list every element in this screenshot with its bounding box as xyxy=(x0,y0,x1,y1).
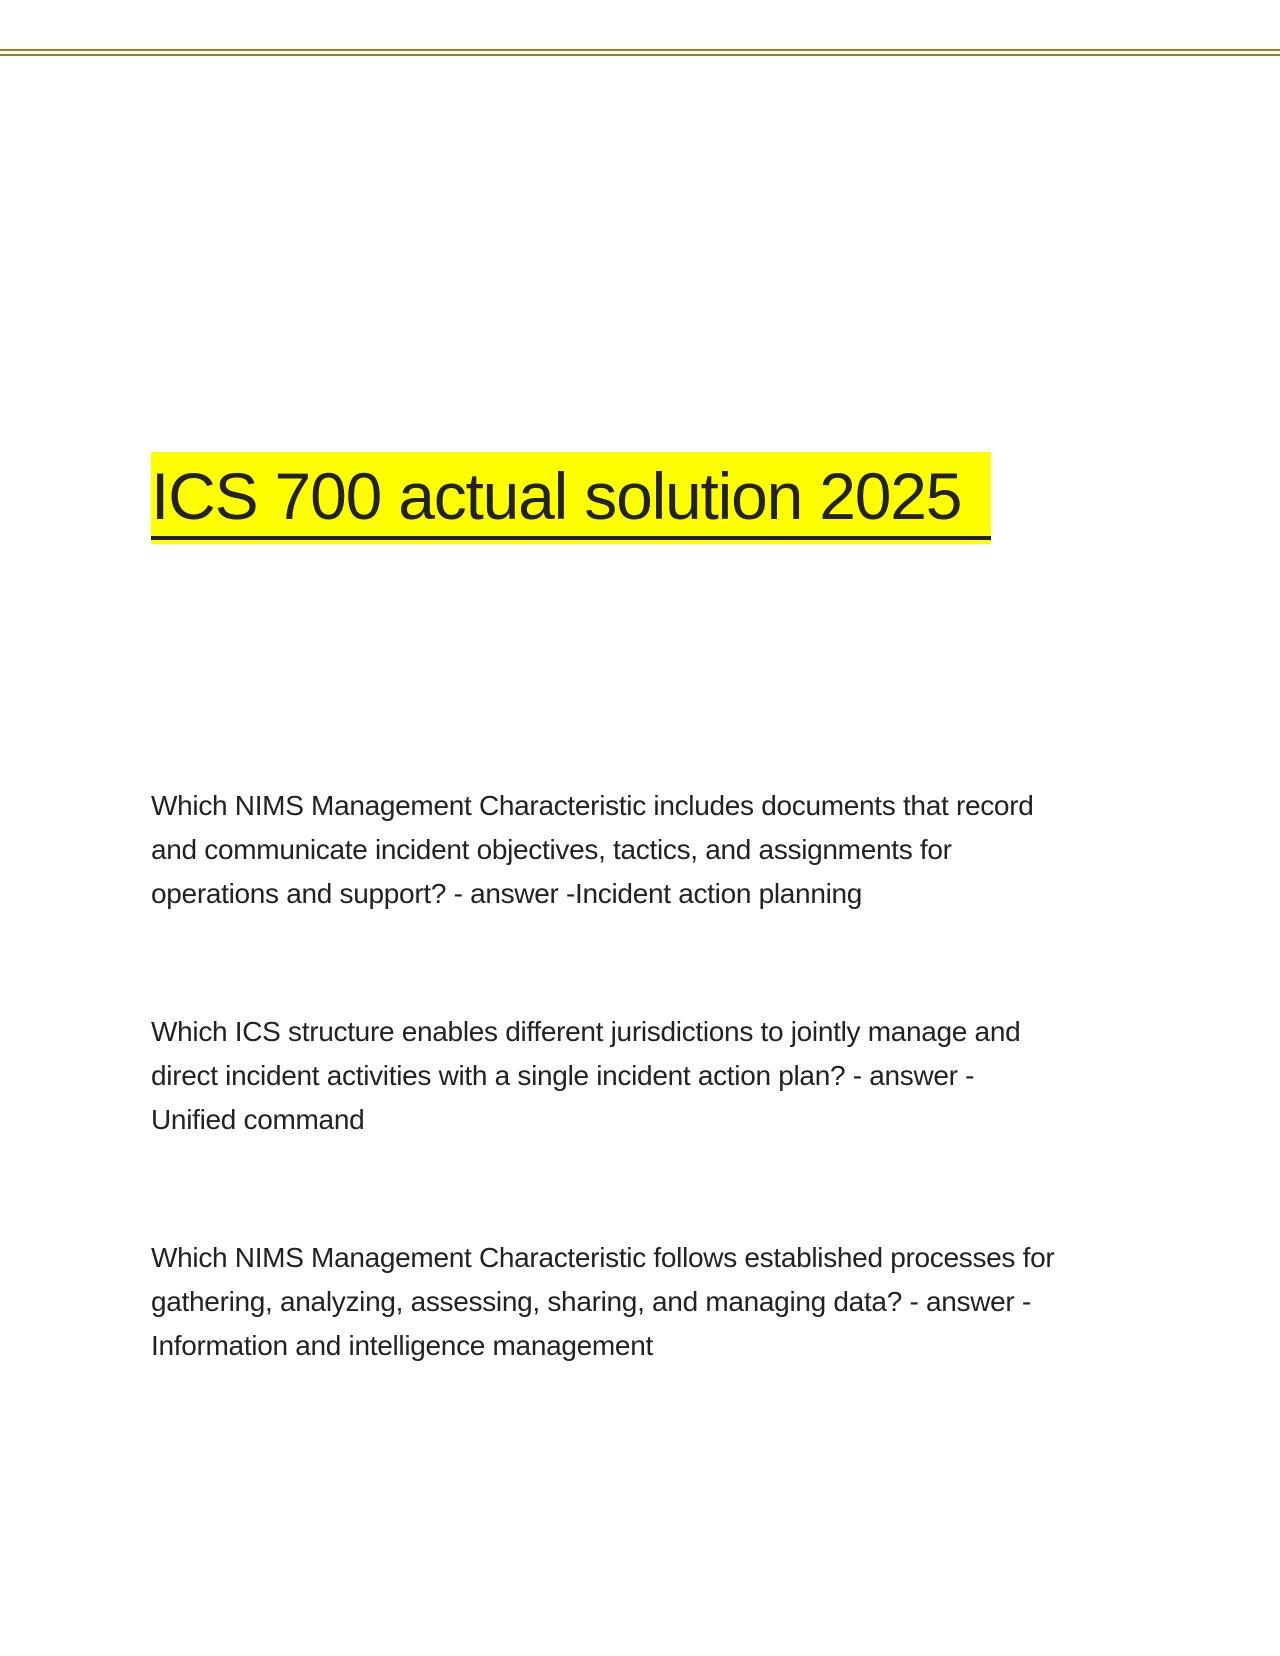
title-underline xyxy=(151,536,991,540)
question-2-line-2: direct incident activities with a single… xyxy=(151,1060,975,1091)
question-3-line-3: Information and intelligence management xyxy=(151,1330,653,1361)
question-1-line-3: operations and support? - answer -Incide… xyxy=(151,878,863,909)
question-2: Which ICS structure enables different ju… xyxy=(151,1010,1021,1142)
document-title: ICS 700 actual solution 2025 xyxy=(151,459,963,533)
question-3-line-1: Which NIMS Management Characteristic fol… xyxy=(151,1242,1055,1273)
question-3-line-2: gathering, analyzing, assessing, sharing… xyxy=(151,1286,1031,1317)
header-rule-bottom xyxy=(0,54,1280,56)
title-highlight: ICS 700 actual solution 2025 xyxy=(151,452,991,544)
question-2-line-3: Unified command xyxy=(151,1104,365,1135)
question-2-line-1: Which ICS structure enables different ju… xyxy=(151,1016,1021,1047)
question-3: Which NIMS Management Characteristic fol… xyxy=(151,1236,1055,1368)
question-1-line-2: and communicate incident objectives, tac… xyxy=(151,834,952,865)
header-rule-top xyxy=(0,49,1280,51)
question-1-line-1: Which NIMS Management Characteristic inc… xyxy=(151,790,1034,821)
question-1: Which NIMS Management Characteristic inc… xyxy=(151,784,1034,916)
